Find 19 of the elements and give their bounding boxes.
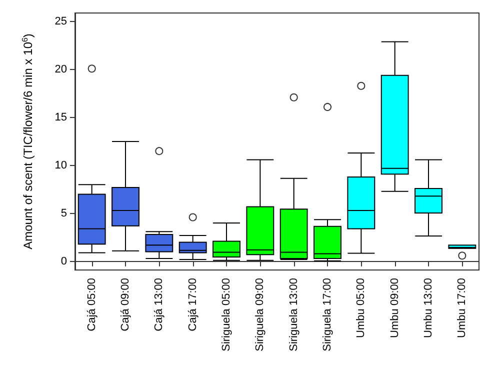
x-tick-label: Umbu 05:00 — [355, 278, 368, 338]
y-tick-label: 0 — [60, 255, 67, 268]
x-tick-label: Siriguela 13:00 — [288, 278, 300, 352]
x-tick-label: Cajá 17:00 — [186, 278, 199, 332]
x-tick-label: Siriguela 05:00 — [220, 278, 232, 352]
x-tick-label: Umbu 13:00 — [422, 278, 434, 338]
y-tick-label: 15 — [54, 112, 67, 124]
y-tick-label: 10 — [54, 159, 67, 172]
x-tick-label: Umbu 09:00 — [388, 278, 401, 338]
x-tick-label: Cajá 09:00 — [120, 278, 132, 332]
x-tick-label: Cajá 13:00 — [153, 278, 166, 332]
y-tick-label: 20 — [54, 64, 67, 76]
y-tick-label: 25 — [54, 16, 67, 28]
y-tick-label: 5 — [60, 207, 67, 220]
x-tick-label: Cajá 05:00 — [86, 278, 98, 332]
x-tick-label: Umbu 17:00 — [456, 278, 468, 338]
x-tick-label: Siriguela 17:00 — [322, 278, 334, 352]
x-tick-label: Siriguela 09:00 — [254, 278, 266, 352]
y-axis-title: Amount of scent (TIC/flower/6 min x 106) — [20, 34, 35, 250]
